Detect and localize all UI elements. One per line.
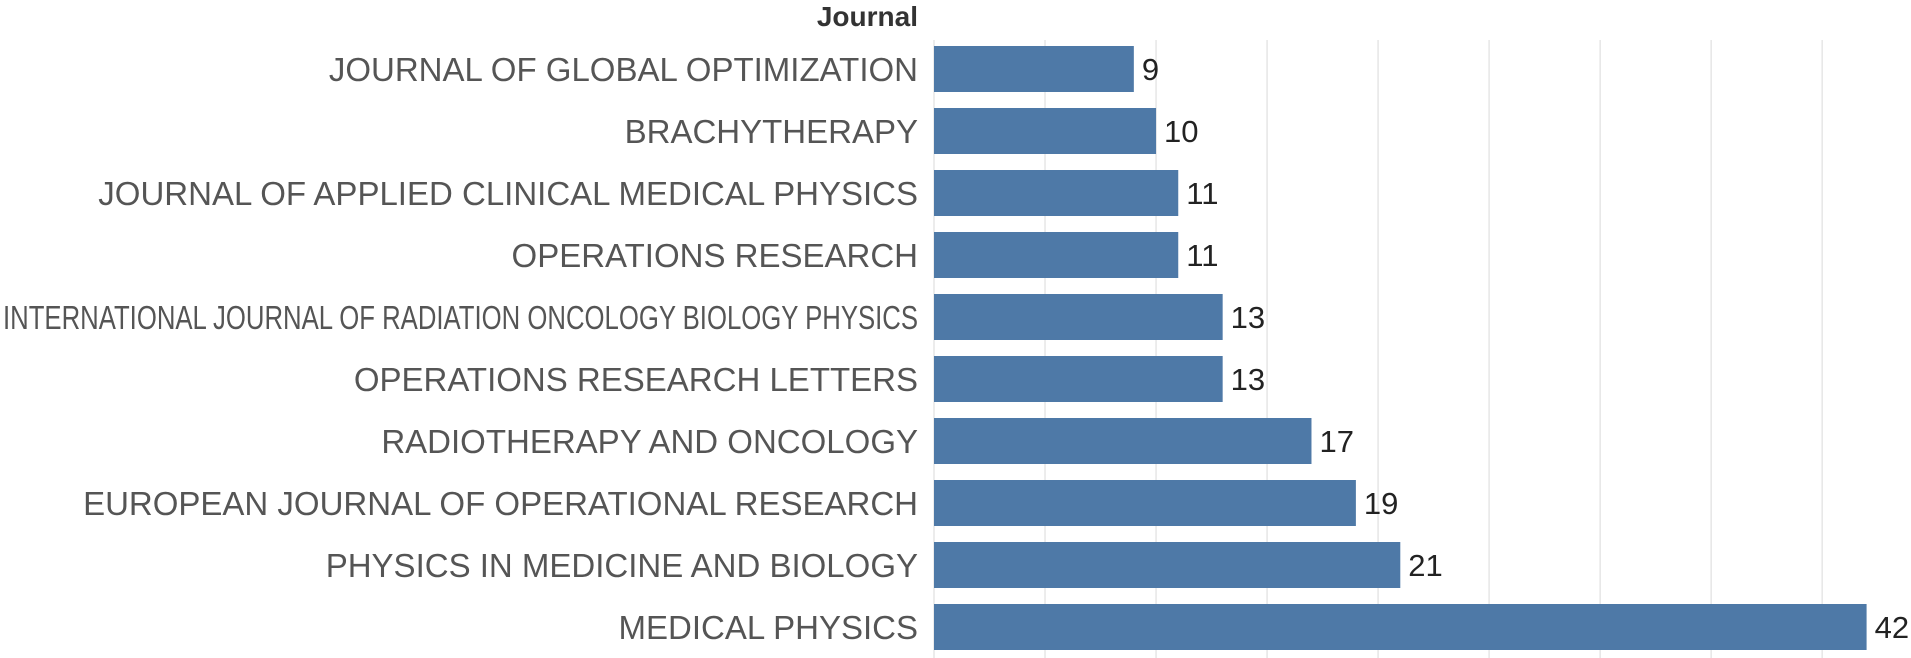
value-label: 21 xyxy=(1408,548,1442,583)
value-label: 11 xyxy=(1186,238,1218,273)
category-label: RADIOTHERAPY AND ONCOLOGY xyxy=(381,423,918,460)
bar xyxy=(934,108,1157,154)
bar xyxy=(934,542,1401,588)
value-label: 17 xyxy=(1319,424,1353,459)
category-label: JOURNAL OF GLOBAL OPTIMIZATION xyxy=(329,51,918,88)
column-header-journal: Journal xyxy=(817,1,918,32)
bar xyxy=(934,170,1179,216)
bar xyxy=(934,232,1179,278)
bar xyxy=(934,480,1356,526)
value-label: 42 xyxy=(1875,610,1909,645)
bar xyxy=(934,46,1134,92)
bar xyxy=(934,604,1867,650)
value-label: 10 xyxy=(1164,114,1198,149)
category-label: PHYSICS IN MEDICINE AND BIOLOGY xyxy=(326,547,918,584)
bar xyxy=(934,418,1312,464)
value-label: 13 xyxy=(1231,300,1265,335)
category-label: JOURNAL OF APPLIED CLINICAL MEDICAL PHYS… xyxy=(98,175,918,212)
bar xyxy=(934,294,1223,340)
category-label: INTERNATIONAL JOURNAL OF RADIATION ONCOL… xyxy=(3,299,918,336)
category-label: BRACHYTHERAPY xyxy=(625,113,918,150)
value-label: 13 xyxy=(1231,362,1265,397)
category-label: MEDICAL PHYSICS xyxy=(618,609,918,646)
value-labels: 910 11 11 13 13 17 19 21 42 xyxy=(1142,52,1909,645)
bars xyxy=(934,46,1867,650)
value-label: 9 xyxy=(1142,52,1159,87)
category-labels: JOURNAL OF GLOBAL OPTIMIZATION BRACHYTHER… xyxy=(3,51,918,646)
category-label: EUROPEAN JOURNAL OF OPERATIONAL RESEARCH xyxy=(83,485,918,522)
bar xyxy=(934,356,1223,402)
value-label: 19 xyxy=(1364,486,1398,521)
category-label: OPERATIONS RESEARCH LETTERS xyxy=(354,361,918,398)
category-label: OPERATIONS RESEARCH xyxy=(512,237,918,274)
value-label: 11 xyxy=(1186,176,1218,211)
